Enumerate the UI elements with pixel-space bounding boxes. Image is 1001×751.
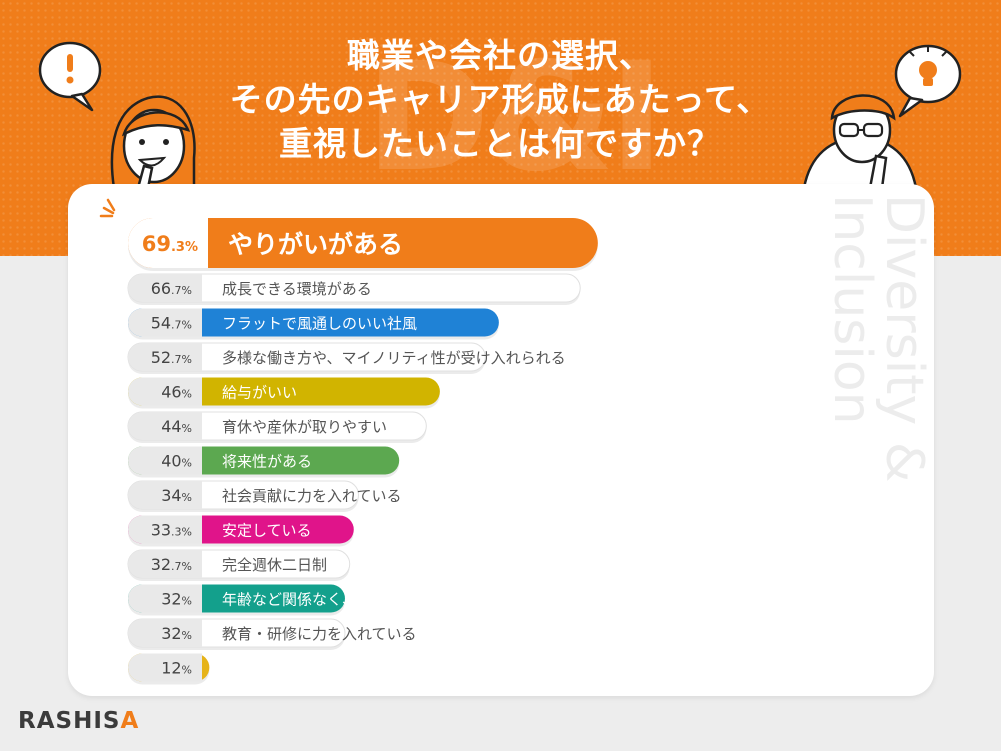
value-pill: [128, 515, 202, 544]
bar: [128, 218, 598, 268]
category-label: 年齢など関係なく、実力次第で昇進できる: [222, 591, 507, 609]
category-label: 育休や産休が取りやすい: [222, 418, 387, 436]
title-line-1: 職業や会社の選択、: [347, 36, 653, 75]
category-label: 成長できる環境がある: [222, 280, 372, 298]
value-pill: [128, 619, 202, 647]
value-label: 32%: [161, 624, 192, 643]
value-label: 66.7%: [151, 279, 192, 298]
category-label: 海外で働けるチャンスがある: [222, 660, 417, 678]
woman-illustration: [38, 41, 196, 188]
value-pill: [128, 481, 202, 509]
title-line-3: 重視したいことは何ですか？: [279, 124, 721, 163]
value-label: 12%: [161, 659, 192, 678]
value-label: 69.3%: [142, 232, 198, 256]
value-pill: [128, 584, 202, 613]
value-pill: [128, 274, 202, 302]
category-label: やりがいがある: [228, 230, 403, 259]
value-pill: [128, 377, 202, 406]
value-label: 33.3%: [151, 521, 192, 540]
brand-logo: RASHISA: [18, 708, 139, 734]
value-pill: [128, 550, 202, 578]
category-label: 多様な働き方や、マイノリティ性が受け入れられる: [222, 349, 566, 367]
category-label: 安定している: [222, 522, 312, 540]
value-label: 40%: [161, 452, 192, 471]
value-pill: [128, 343, 202, 371]
value-pill: [128, 218, 208, 268]
category-label: 将来性がある: [222, 453, 312, 471]
category-label: 社会貢献に力を入れている: [222, 487, 402, 505]
value-label: 32.7%: [151, 555, 192, 574]
value-pill: [128, 308, 202, 337]
value-label: 34%: [161, 486, 192, 505]
category-label: 給与がいい: [222, 384, 297, 402]
value-label: 54.7%: [151, 314, 192, 333]
header-watermark: D&I: [365, 31, 664, 205]
man-illustration: [802, 44, 962, 188]
highlight-spark-icon: [99, 198, 116, 218]
logo-text: RASHIS: [18, 708, 121, 734]
category-label: 教育・研修に力を入れている: [222, 625, 417, 643]
bar: [128, 308, 499, 337]
category-label: フラットで風通しのいい社風: [222, 315, 417, 333]
value-label: 52.7%: [151, 348, 192, 367]
value-label: 32%: [161, 590, 192, 609]
value-pill: [128, 412, 202, 440]
title-line-2: その先のキャリア形成にあたって、: [229, 80, 771, 119]
bar: [128, 377, 440, 406]
value-label: 44%: [161, 417, 192, 436]
page-title: 職業や会社の選択、 その先のキャリア形成にあたって、 重視したいことは何ですか？: [150, 34, 850, 166]
value-label: 46%: [161, 383, 192, 402]
category-label: 完全週休二日制: [222, 556, 327, 574]
logo-accent: A: [120, 708, 140, 734]
value-pill: [128, 446, 202, 475]
value-pill: [128, 653, 202, 682]
